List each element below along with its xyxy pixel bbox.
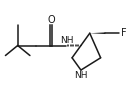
Text: NH: NH (74, 72, 88, 80)
Polygon shape (90, 32, 105, 34)
Text: O: O (47, 15, 55, 25)
Text: F: F (121, 28, 127, 38)
Text: NH: NH (61, 36, 74, 45)
